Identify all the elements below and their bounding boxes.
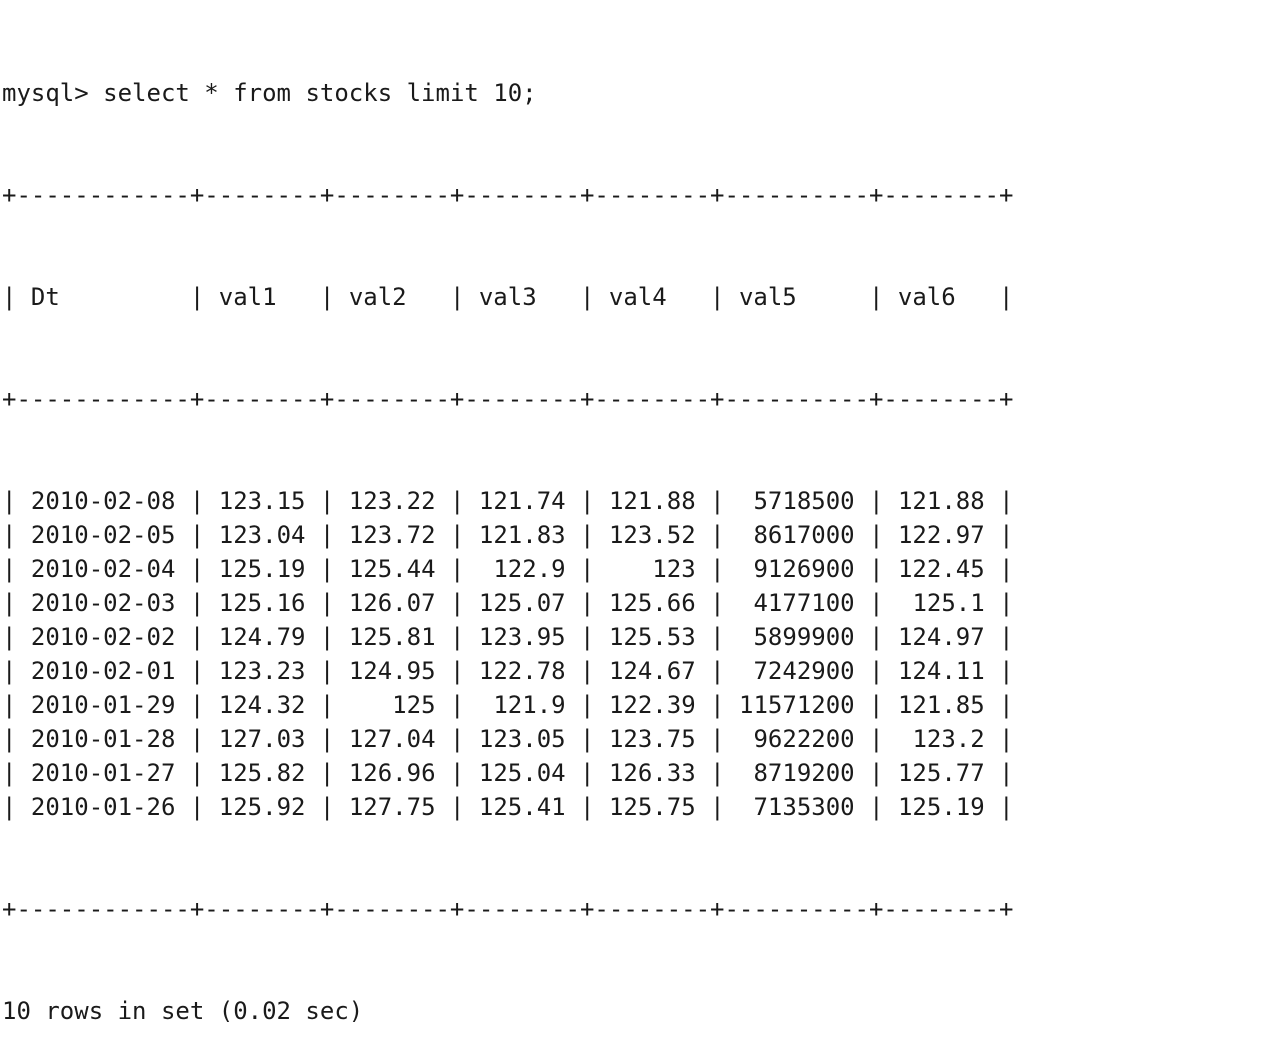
table-cell-val2: 123.22 xyxy=(348,487,436,515)
table-cell-val6: 125.77 xyxy=(897,759,985,787)
table-header-row: | Dt | val1 | val2 | val3 | val4 | val5 … xyxy=(2,283,1014,311)
table-border-top: +------------+--------+--------+--------… xyxy=(2,181,1014,209)
table-cell-val2: 124.95 xyxy=(348,657,436,685)
table-row: | 2010-02-02 | 124.79 | 125.81 | 123.95 … xyxy=(2,623,1014,651)
table-cell-val5: 4177100 xyxy=(753,589,855,617)
table-cell-val2: 127.04 xyxy=(348,725,436,753)
table-cell-val6: 122.97 xyxy=(897,521,985,549)
table-cell-val4: 123 xyxy=(652,555,696,583)
table-cell-val1: 125.19 xyxy=(218,555,306,583)
table-cell-val3: 121.83 xyxy=(478,521,566,549)
table-cell-val6: 124.97 xyxy=(897,623,985,651)
table-border-header: +------------+--------+--------+--------… xyxy=(2,385,1014,413)
table-row: | 2010-02-03 | 125.16 | 126.07 | 125.07 … xyxy=(2,589,1014,617)
table-cell-dt: 2010-01-28 xyxy=(30,725,176,753)
command-line: mysql> select * from stocks limit 10; xyxy=(2,76,1282,110)
table-cell-dt: 2010-02-01 xyxy=(30,657,176,685)
table-cell-val3: 125.41 xyxy=(478,793,566,821)
table-cell-val1: 127.03 xyxy=(218,725,306,753)
table-cell-val6: 122.45 xyxy=(897,555,985,583)
table-cell-val5: 11571200 xyxy=(739,691,855,719)
table-cell-dt: 2010-02-08 xyxy=(30,487,176,515)
table-cell-val6: 125.19 xyxy=(897,793,985,821)
table-cell-dt: 2010-01-27 xyxy=(30,759,176,787)
table-row: | 2010-01-26 | 125.92 | 127.75 | 125.41 … xyxy=(2,793,1014,821)
table-row: | 2010-02-01 | 123.23 | 124.95 | 122.78 … xyxy=(2,657,1014,685)
table-cell-val6: 123.2 xyxy=(912,725,985,753)
table-cell-val2: 126.07 xyxy=(348,589,436,617)
table-cell-val5: 5718500 xyxy=(753,487,855,515)
column-header-val4: val4 xyxy=(608,283,667,311)
table-cell-val6: 121.88 xyxy=(897,487,985,515)
table-cell-val2: 125.44 xyxy=(348,555,436,583)
table-cell-val3: 125.07 xyxy=(478,589,566,617)
table-cell-val3: 121.74 xyxy=(478,487,566,515)
table-cell-val1: 125.16 xyxy=(218,589,306,617)
table-cell-val3: 122.9 xyxy=(493,555,566,583)
mysql-prompt: mysql> xyxy=(2,79,89,107)
table-cell-val2: 125 xyxy=(392,691,436,719)
column-header-val3: val3 xyxy=(478,283,537,311)
column-header-val1: val1 xyxy=(218,283,277,311)
table-cell-val4: 126.33 xyxy=(608,759,696,787)
table-cell-val4: 123.52 xyxy=(608,521,696,549)
table-cell-val3: 123.95 xyxy=(478,623,566,651)
table-cell-val4: 125.66 xyxy=(608,589,696,617)
table-body: | 2010-02-08 | 123.15 | 123.22 | 121.74 … xyxy=(2,484,1282,824)
table-cell-val6: 121.85 xyxy=(897,691,985,719)
column-header-val5: val5 xyxy=(738,283,797,311)
table-cell-val5: 9126900 xyxy=(753,555,855,583)
table-cell-val6: 124.11 xyxy=(897,657,985,685)
table-row: | 2010-01-27 | 125.82 | 126.96 | 125.04 … xyxy=(2,759,1014,787)
table-cell-val3: 125.04 xyxy=(478,759,566,787)
table-cell-val1: 123.23 xyxy=(218,657,306,685)
table-row: | 2010-01-29 | 124.32 | 125 | 121.9 | 12… xyxy=(2,691,1014,719)
column-header-val6: val6 xyxy=(897,283,956,311)
table-cell-val2: 127.75 xyxy=(348,793,436,821)
table-cell-val2: 125.81 xyxy=(348,623,436,651)
table-cell-val1: 125.92 xyxy=(218,793,306,821)
table-cell-val4: 125.53 xyxy=(608,623,696,651)
table-cell-val5: 9622200 xyxy=(753,725,855,753)
table-row: | 2010-02-05 | 123.04 | 123.72 | 121.83 … xyxy=(2,521,1014,549)
table-cell-val4: 122.39 xyxy=(608,691,696,719)
table-cell-val2: 123.72 xyxy=(348,521,436,549)
table-cell-val6: 125.1 xyxy=(912,589,985,617)
table-cell-val3: 123.05 xyxy=(478,725,566,753)
table-cell-val1: 124.32 xyxy=(218,691,306,719)
table-row: | 2010-02-04 | 125.19 | 125.44 | 122.9 |… xyxy=(2,555,1014,583)
table-cell-val1: 123.15 xyxy=(218,487,306,515)
table-cell-val4: 125.75 xyxy=(608,793,696,821)
table-cell-val5: 8719200 xyxy=(753,759,855,787)
table-border-bottom: +------------+--------+--------+--------… xyxy=(2,895,1014,923)
table-cell-dt: 2010-02-03 xyxy=(30,589,176,617)
table-cell-dt: 2010-02-05 xyxy=(30,521,176,549)
table-cell-val4: 123.75 xyxy=(608,725,696,753)
sql-command: select * from stocks limit 10; xyxy=(103,79,537,107)
result-footer: 10 rows in set (0.02 sec) xyxy=(2,997,364,1025)
table-row: | 2010-02-08 | 123.15 | 123.22 | 121.74 … xyxy=(2,487,1014,515)
column-header-val2: val2 xyxy=(348,283,407,311)
table-cell-val5: 5899900 xyxy=(753,623,855,651)
table-cell-dt: 2010-01-29 xyxy=(30,691,176,719)
column-header-dt: Dt xyxy=(30,283,60,311)
table-cell-val1: 124.79 xyxy=(218,623,306,651)
table-cell-dt: 2010-02-04 xyxy=(30,555,176,583)
table-cell-val1: 125.82 xyxy=(218,759,306,787)
table-cell-val4: 121.88 xyxy=(608,487,696,515)
terminal-window[interactable]: mysql> select * from stocks limit 10; +-… xyxy=(2,8,1282,1025)
table-cell-dt: 2010-02-02 xyxy=(30,623,176,651)
table-cell-val4: 124.67 xyxy=(608,657,696,685)
table-cell-val2: 126.96 xyxy=(348,759,436,787)
table-row: | 2010-01-28 | 127.03 | 127.04 | 123.05 … xyxy=(2,725,1014,753)
table-cell-val1: 123.04 xyxy=(218,521,306,549)
table-cell-dt: 2010-01-26 xyxy=(30,793,176,821)
table-cell-val5: 7135300 xyxy=(753,793,855,821)
table-cell-val5: 8617000 xyxy=(753,521,855,549)
table-cell-val3: 122.78 xyxy=(478,657,566,685)
table-cell-val5: 7242900 xyxy=(753,657,855,685)
table-cell-val3: 121.9 xyxy=(493,691,566,719)
